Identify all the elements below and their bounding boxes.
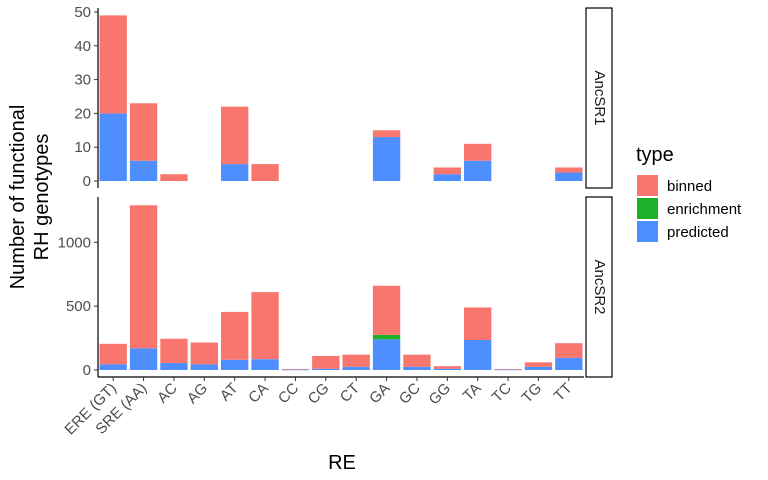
legend-swatch-binned (637, 175, 658, 196)
legend-label-predicted: predicted (667, 224, 729, 241)
bar-binned-ct (342, 354, 370, 367)
bar-predicted-gg (433, 174, 461, 181)
bar-binned-at (221, 311, 249, 360)
bar-binned-ere-gt- (99, 343, 127, 365)
bar-binned-ca (251, 292, 279, 360)
bar-binned-sre-aa- (129, 205, 158, 349)
bar-binned-at (221, 106, 249, 165)
y-tick-label: 50 (74, 4, 91, 21)
bar-predicted-ga (372, 137, 401, 181)
bar-binned-ga (372, 285, 401, 335)
bar-binned-tc (494, 368, 522, 370)
x-tick-label: AG (184, 380, 211, 407)
bar-predicted-ct (342, 366, 370, 370)
y-tick-label: 500 (66, 298, 91, 315)
x-tick-label: TC (489, 380, 515, 406)
bar-predicted-tc (494, 369, 522, 371)
bar-predicted-at (221, 164, 249, 181)
bar-binned-ca (251, 164, 279, 181)
legend-swatch-predicted (637, 221, 658, 242)
bar-predicted-tt (555, 357, 583, 370)
y-tick-label: 30 (74, 72, 91, 89)
bar-predicted-ta (464, 339, 492, 370)
y-tick-label: 40 (74, 38, 91, 55)
bar-binned-ag (190, 342, 218, 365)
bar-binned-ta (464, 143, 492, 161)
y-tick-label: 1000 (58, 234, 91, 251)
legend-label-binned: binned (667, 178, 712, 195)
bar-binned-ga (372, 130, 401, 138)
y-tick-label: 0 (83, 173, 91, 190)
bar-binned-cc (281, 368, 310, 370)
bar-predicted-ere-gt- (99, 113, 127, 181)
bar-predicted-sre-aa- (129, 348, 158, 370)
facet-strip (585, 7, 613, 189)
x-tick-label: TG (519, 380, 546, 407)
x-tick-label: GC (396, 380, 424, 408)
bar-binned-ta (464, 307, 492, 340)
bar-binned-tt (555, 167, 583, 173)
bar-binned-gc (403, 354, 431, 367)
bar-predicted-tg (524, 366, 553, 370)
facet-strip (585, 196, 613, 378)
bar-binned-sre-aa- (129, 103, 158, 161)
bar-predicted-at (221, 359, 249, 370)
bar-predicted-ac (160, 362, 188, 370)
legend: type binned enrichment predicted (636, 144, 742, 242)
bar-binned-tt (555, 343, 583, 358)
y-tick-label: 0 (83, 362, 91, 379)
bar-predicted-ga (372, 339, 401, 370)
facet-strip-label: AncSR1 (591, 70, 608, 125)
x-tick-label: CG (305, 380, 333, 408)
x-tick-label: TA (460, 380, 485, 405)
legend-label-enrichment: enrichment (667, 201, 742, 218)
panel-AncSR1: 0 10 20 30 40 50 AncSR1 (74, 4, 613, 190)
x-tick-label: AT (217, 380, 242, 405)
bar-binned-ac (160, 174, 188, 181)
x-tick-label: TT (551, 380, 576, 405)
bar-binned-ere-gt- (99, 15, 127, 114)
x-tick-label: GA (366, 380, 393, 407)
bar-binned-gg (433, 167, 461, 175)
x-axis-title: RE (328, 452, 356, 474)
panel-AncSR2: 0 500 1000 AncSR2 (58, 196, 613, 379)
bar-binned-gg (433, 366, 461, 369)
bar-enrichment-ga (372, 334, 401, 340)
bar-predicted-ag (190, 364, 218, 370)
x-tick-label: GG (426, 380, 455, 409)
x-tick-label: AC (154, 380, 181, 407)
bar-binned-cg (312, 355, 340, 369)
bar-predicted-gg (433, 368, 461, 370)
bar-predicted-sre-aa- (129, 160, 158, 181)
x-tick-label: CA (245, 380, 272, 407)
bar-predicted-tt (555, 172, 583, 181)
bar-binned-tg (524, 362, 553, 367)
y-axis-title-line1: Number of functional (7, 105, 29, 290)
bar-predicted-cg (312, 368, 340, 370)
bar-predicted-ere-gt- (99, 364, 127, 370)
x-tick-label: CT (337, 380, 363, 406)
y-tick-label: 10 (74, 139, 91, 156)
y-axis-title-line2: RH genotypes (31, 134, 53, 261)
y-tick-label: 20 (74, 105, 91, 122)
legend-swatch-enrichment (637, 198, 658, 219)
facet-strip-label: AncSR2 (591, 259, 608, 314)
bar-predicted-ca (251, 359, 279, 370)
bar-predicted-cc (281, 369, 310, 371)
bar-binned-ac (160, 338, 188, 363)
x-tick-label: CC (275, 380, 302, 407)
legend-title: type (636, 144, 674, 166)
bar-predicted-gc (403, 366, 431, 370)
bar-predicted-ta (464, 160, 492, 181)
